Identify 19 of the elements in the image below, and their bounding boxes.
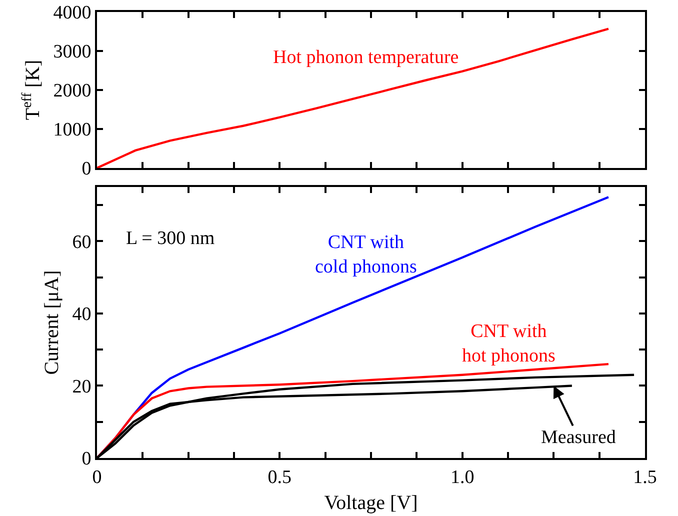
x-tick-label: 1.0: [450, 466, 474, 488]
y-tick-label: 4000: [53, 2, 92, 24]
x-tick-label: 0.5: [268, 466, 292, 488]
y-tick-label: 2000: [53, 80, 92, 102]
annotation: L = 300 nm: [126, 228, 215, 249]
y-axis-title: Current [μA]: [41, 270, 64, 375]
y-tick-label: 60: [72, 232, 92, 253]
x-tick-label: 1.5: [633, 466, 657, 488]
y-tick-label: 0: [82, 448, 92, 470]
x-axis-title: Voltage [V]: [324, 492, 418, 514]
annotation: CNT with hot phonons: [462, 321, 556, 367]
y-tick-label: 40: [72, 304, 92, 326]
annotation: Measured: [541, 427, 616, 448]
y-tick-label: 1000: [53, 120, 92, 141]
y-tick-label: 0: [82, 158, 92, 180]
annotation: Hot phonon temperature: [273, 47, 459, 68]
y-tick-label: 3000: [53, 42, 92, 63]
annotation: CNT with cold phonons: [315, 232, 417, 278]
y-tick-label: 20: [72, 376, 92, 398]
